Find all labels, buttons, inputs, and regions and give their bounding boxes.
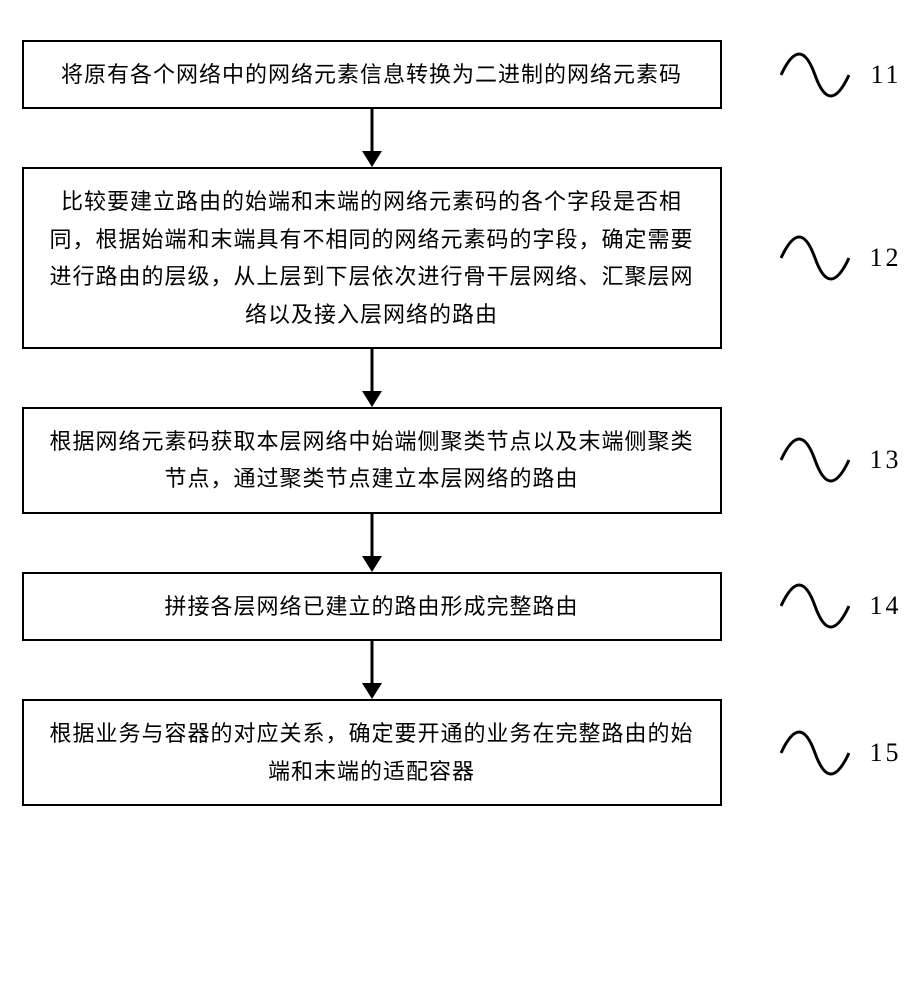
arrow-1 <box>22 109 722 167</box>
step-text-5: 根据业务与容器的对应关系，确定要开通的业务在完整路由的始端和末端的适配容器 <box>48 715 696 790</box>
step-box-3: 根据网络元素码获取本层网络中始端侧聚类节点以及末端侧聚类节点，通过聚类节点建立本… <box>22 407 722 514</box>
arrow-down-icon <box>357 109 387 167</box>
flowchart-container: 将原有各个网络中的网络元素信息转换为二进制的网络元素码 11 比较要建立路由的始… <box>22 40 902 806</box>
step-row-2: 比较要建立路由的始端和末端的网络元素码的各个字段是否相同，根据始端和末端具有不相… <box>22 167 902 349</box>
wave-connector-4: 14 <box>780 576 902 636</box>
step-number-2: 12 <box>870 243 902 273</box>
step-number-1: 11 <box>870 60 901 90</box>
arrow-2 <box>22 349 722 407</box>
arrow-down-icon <box>357 641 387 699</box>
step-box-1: 将原有各个网络中的网络元素信息转换为二进制的网络元素码 <box>22 40 722 109</box>
arrow-down-icon <box>357 514 387 572</box>
wave-icon <box>780 430 850 490</box>
step-row-5: 根据业务与容器的对应关系，确定要开通的业务在完整路由的始端和末端的适配容器 15 <box>22 699 902 806</box>
step-row-3: 根据网络元素码获取本层网络中始端侧聚类节点以及末端侧聚类节点，通过聚类节点建立本… <box>22 407 902 514</box>
step-text-1: 将原有各个网络中的网络元素信息转换为二进制的网络元素码 <box>61 56 682 93</box>
arrow-3 <box>22 514 722 572</box>
step-row-1: 将原有各个网络中的网络元素信息转换为二进制的网络元素码 11 <box>22 40 902 109</box>
wave-icon <box>780 723 850 783</box>
wave-connector-5: 15 <box>780 723 902 783</box>
step-number-3: 13 <box>870 445 902 475</box>
wave-connector-3: 13 <box>780 430 902 490</box>
step-number-5: 15 <box>870 738 902 768</box>
wave-connector-2: 12 <box>780 228 902 288</box>
step-text-3: 根据网络元素码获取本层网络中始端侧聚类节点以及末端侧聚类节点，通过聚类节点建立本… <box>48 423 696 498</box>
wave-icon <box>780 45 850 105</box>
wave-icon <box>780 576 850 636</box>
wave-connector-1: 11 <box>780 45 901 105</box>
arrow-down-icon <box>357 349 387 407</box>
step-box-4: 拼接各层网络已建立的路由形成完整路由 <box>22 572 722 641</box>
step-number-4: 14 <box>870 591 902 621</box>
arrow-4 <box>22 641 722 699</box>
wave-icon <box>780 228 850 288</box>
step-box-2: 比较要建立路由的始端和末端的网络元素码的各个字段是否相同，根据始端和末端具有不相… <box>22 167 722 349</box>
step-text-4: 拼接各层网络已建立的路由形成完整路由 <box>164 588 578 625</box>
step-box-5: 根据业务与容器的对应关系，确定要开通的业务在完整路由的始端和末端的适配容器 <box>22 699 722 806</box>
step-text-2: 比较要建立路由的始端和末端的网络元素码的各个字段是否相同，根据始端和末端具有不相… <box>48 183 696 333</box>
step-row-4: 拼接各层网络已建立的路由形成完整路由 14 <box>22 572 902 641</box>
